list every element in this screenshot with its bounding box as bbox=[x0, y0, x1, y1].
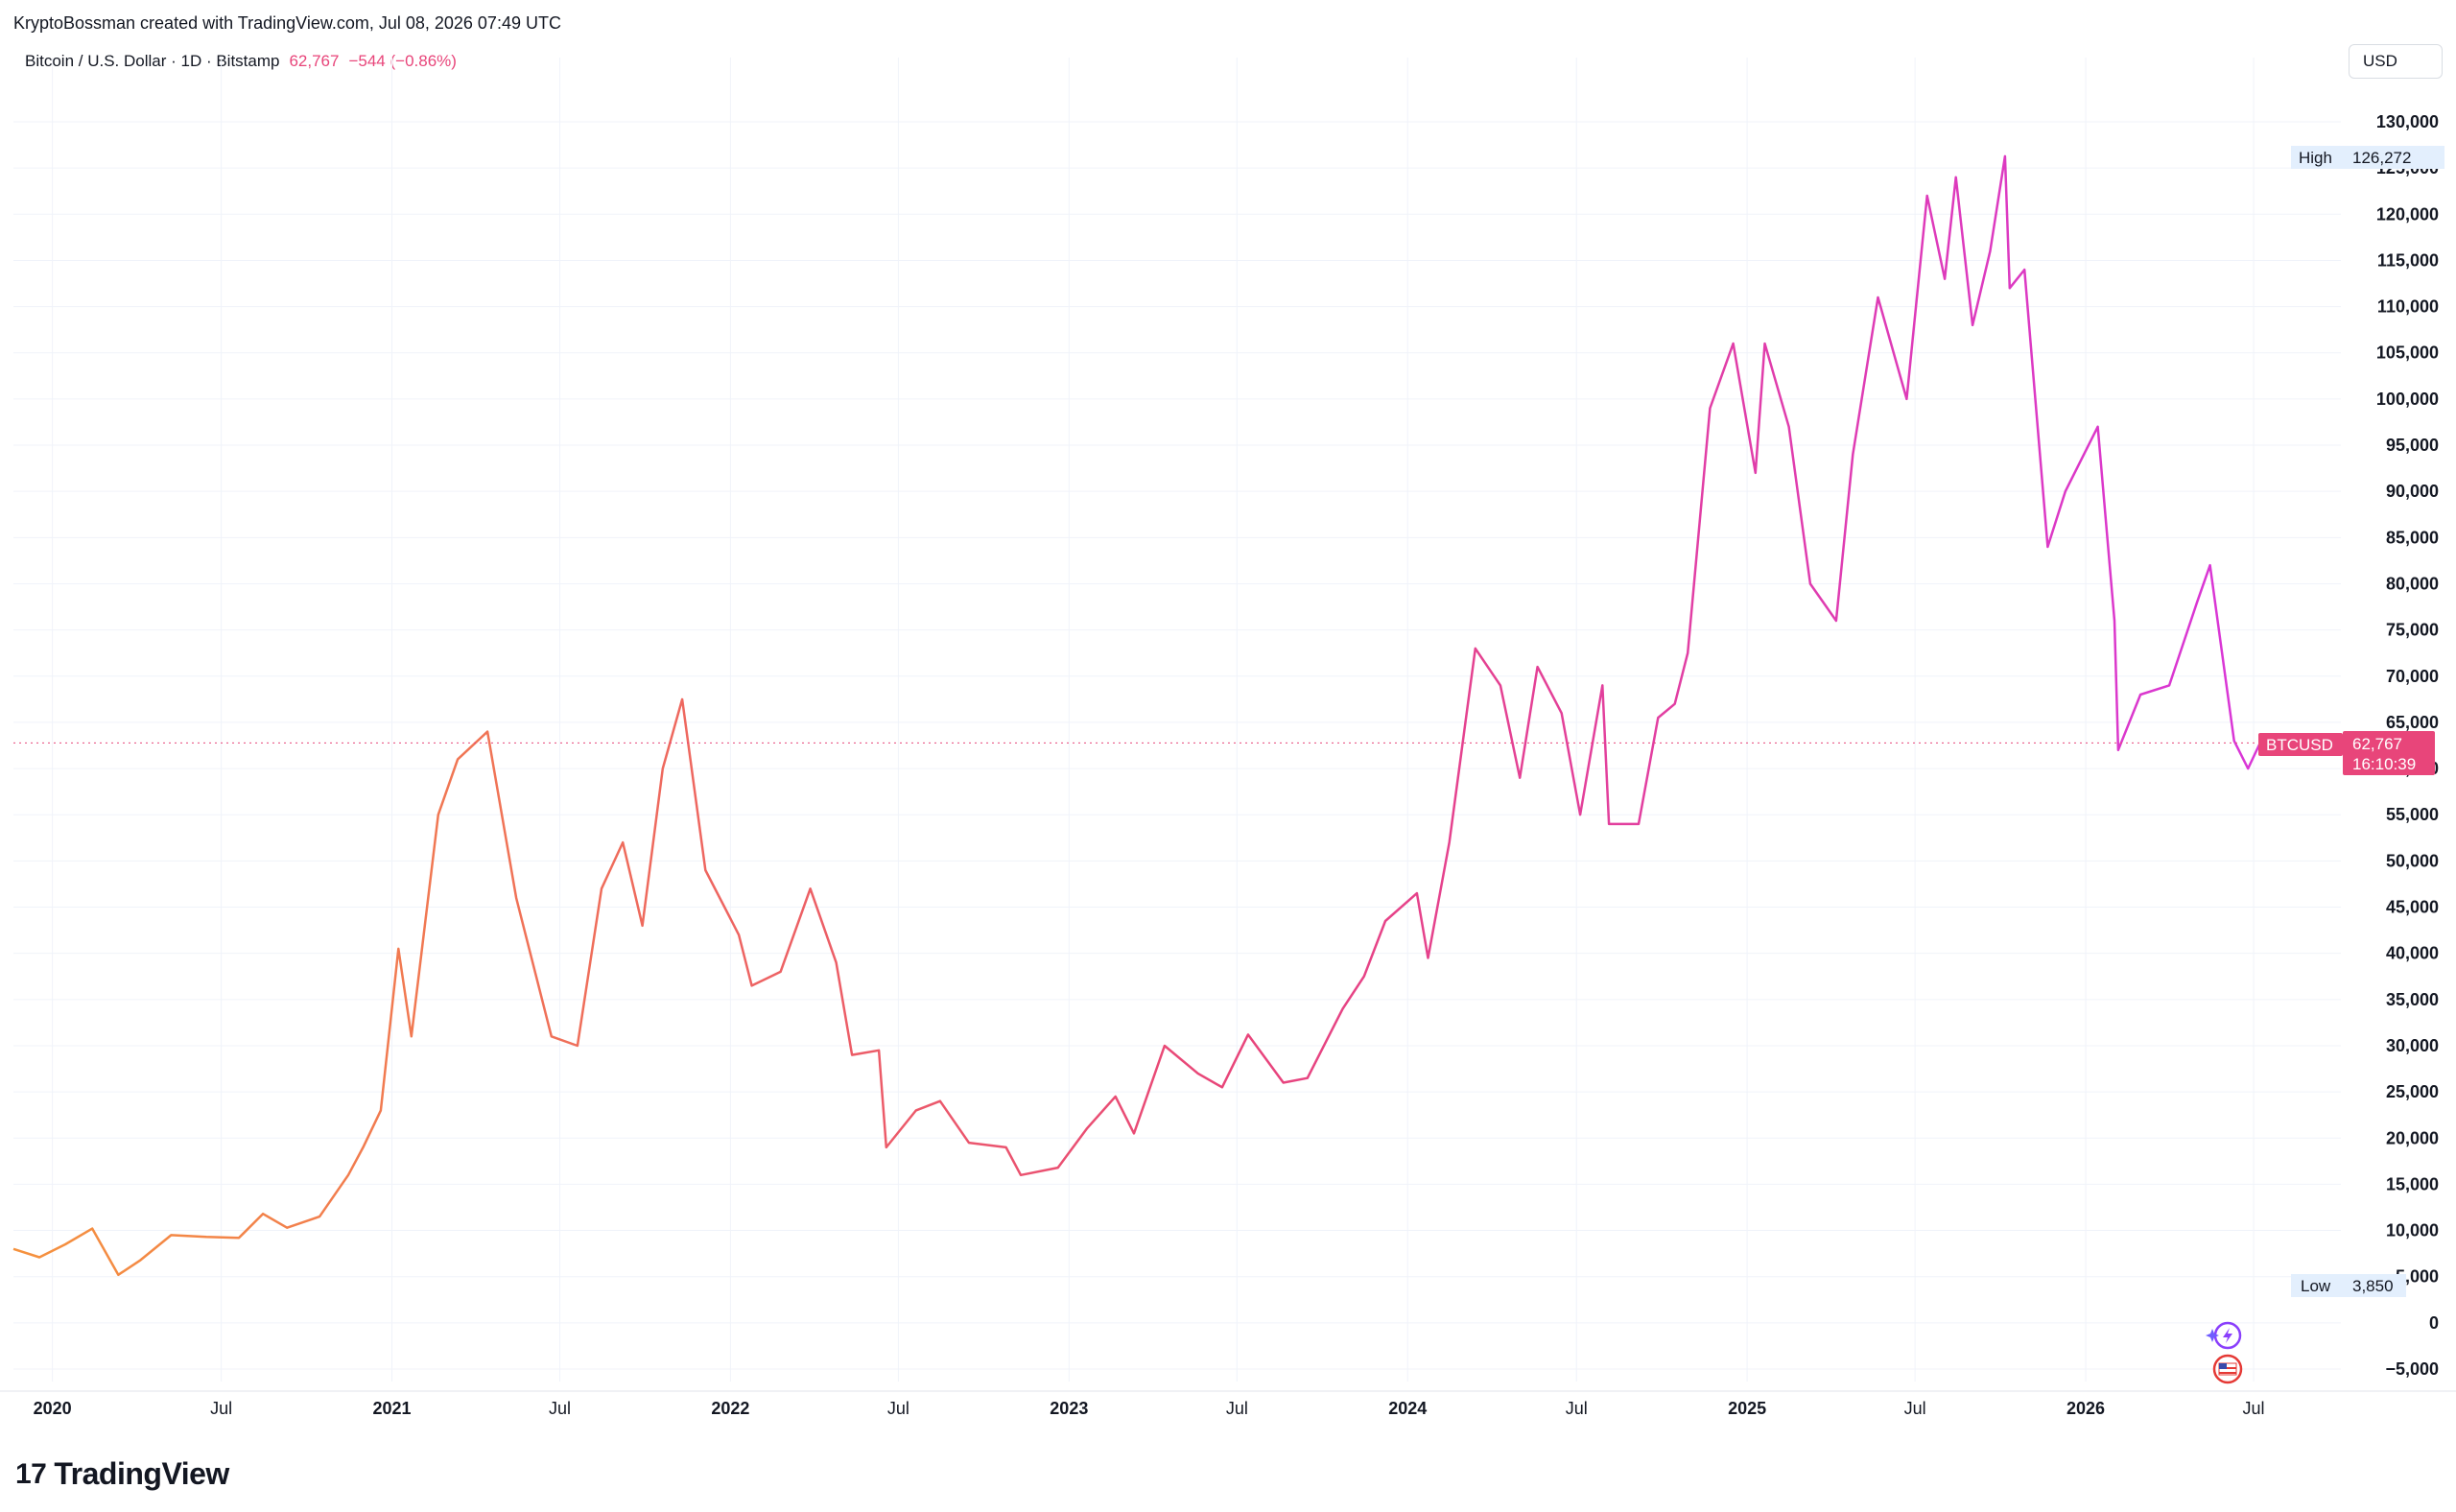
price-tag: 62,767 bbox=[2352, 735, 2402, 753]
low-value: 3,850 bbox=[2352, 1277, 2394, 1295]
y-tick-label: 65,000 bbox=[2386, 713, 2439, 732]
y-tick-label: 30,000 bbox=[2386, 1036, 2439, 1055]
y-tick-label: 70,000 bbox=[2386, 667, 2439, 686]
countdown: 16:10:39 bbox=[2352, 755, 2416, 773]
y-tick-label: 130,000 bbox=[2376, 112, 2439, 131]
low-label: Low bbox=[2301, 1277, 2331, 1295]
high-label-box bbox=[2291, 146, 2444, 169]
y-tick-label: 15,000 bbox=[2386, 1174, 2439, 1193]
x-tick-label: Jul bbox=[1904, 1399, 1926, 1418]
y-tick-label: 75,000 bbox=[2386, 621, 2439, 640]
price-tag-box bbox=[2343, 731, 2435, 775]
grid bbox=[13, 58, 2341, 1382]
overlays: High 126,272 Low 3,850 BTCUSD 62,767 16:… bbox=[13, 146, 2444, 1384]
x-tick-label: 2025 bbox=[1728, 1399, 1766, 1418]
y-tick-label: 40,000 bbox=[2386, 944, 2439, 963]
x-tick-label: Jul bbox=[887, 1399, 909, 1418]
x-tick-label: Jul bbox=[1226, 1399, 1248, 1418]
x-tick-label: Jul bbox=[210, 1399, 232, 1418]
y-tick-label: 110,000 bbox=[2377, 297, 2439, 317]
tradingview-logo-icon: 17 bbox=[15, 1457, 47, 1490]
y-tick-label: 120,000 bbox=[2376, 204, 2439, 224]
y-tick-label: 25,000 bbox=[2386, 1082, 2439, 1101]
price-chart[interactable]: −5,000 0 5,000 10,000 15,000 20,000 25,000 30,0… bbox=[0, 0, 2456, 1439]
tradingview-logo-text: TradingView bbox=[54, 1456, 229, 1491]
high-label: High bbox=[2299, 149, 2332, 167]
y-tick-label: 90,000 bbox=[2386, 482, 2439, 501]
lightning-icon[interactable] bbox=[2206, 1321, 2242, 1350]
x-tick-label: 2023 bbox=[1050, 1399, 1088, 1418]
price-change: −544 (−0.86%) bbox=[348, 52, 457, 70]
tradingview-logo[interactable]: 17 TradingView bbox=[15, 1456, 229, 1492]
low-label-box bbox=[2291, 1274, 2406, 1297]
x-tick-label: 2026 bbox=[2066, 1399, 2105, 1418]
chart-credit: KryptoBossman created with TradingView.c… bbox=[13, 13, 561, 33]
series-line-layer bbox=[12, 154, 2261, 1277]
us-flag-icon[interactable] bbox=[2212, 1354, 2243, 1384]
x-tick-label: 2021 bbox=[372, 1399, 411, 1418]
y-tick-label: 100,000 bbox=[2376, 390, 2439, 409]
x-tick-label: 2020 bbox=[34, 1399, 72, 1418]
high-value: 126,272 bbox=[2352, 149, 2411, 167]
y-axis: −5,000 0 5,000 10,000 15,000 20,000 25,000 30,0… bbox=[2376, 112, 2439, 1379]
symbol-legend[interactable]: Bitcoin / U.S. Dollar · 1D · Bitstamp 62… bbox=[25, 52, 457, 71]
y-tick-label: 0 bbox=[2429, 1313, 2439, 1333]
y-tick-label: 45,000 bbox=[2386, 898, 2439, 917]
y-tick-label: 10,000 bbox=[2386, 1221, 2439, 1240]
x-tick-label: Jul bbox=[549, 1399, 571, 1418]
y-tick-label: 85,000 bbox=[2386, 528, 2439, 547]
y-tick-label: 80,000 bbox=[2386, 574, 2439, 593]
currency-button[interactable]: USD bbox=[2349, 44, 2443, 79]
y-tick-label: 105,000 bbox=[2376, 343, 2439, 363]
y-tick-label: 35,000 bbox=[2386, 990, 2439, 1009]
y-tick-label: 115,000 bbox=[2377, 250, 2439, 270]
y-tick-label: 95,000 bbox=[2386, 436, 2439, 455]
y-tick-label: −5,000 bbox=[2385, 1359, 2439, 1379]
x-tick-label: 2024 bbox=[1388, 1399, 1427, 1418]
ticker-tag-box bbox=[2258, 733, 2343, 756]
x-axis: 2020 Jul 2021 Jul 2022 Jul 2023 Jul 2024 Jul 2025 J… bbox=[0, 1390, 2456, 1418]
last-price: 62,767 bbox=[289, 52, 340, 70]
ticker-tag: BTCUSD bbox=[2266, 736, 2333, 754]
y-tick-label: 20,000 bbox=[2386, 1128, 2439, 1147]
y-tick-label: 55,000 bbox=[2386, 805, 2439, 824]
y-tick-label: 5,000 bbox=[2396, 1267, 2439, 1287]
x-tick-label: Jul bbox=[2243, 1399, 2265, 1418]
series-line-btcusd bbox=[12, 154, 2261, 1277]
symbol-name: Bitcoin / U.S. Dollar · 1D · Bitstamp bbox=[25, 52, 280, 70]
y-tick-label: 50,000 bbox=[2386, 851, 2439, 870]
x-tick-label: Jul bbox=[1566, 1399, 1588, 1418]
x-tick-label: 2022 bbox=[711, 1399, 749, 1418]
